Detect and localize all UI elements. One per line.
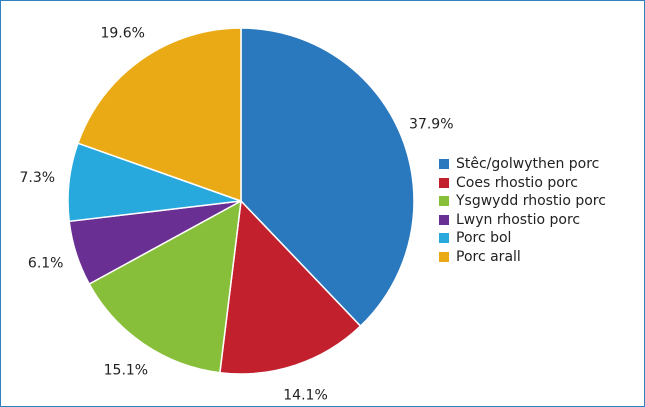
legend-item-1: Coes rhostio porc [439, 174, 606, 193]
legend-label: Coes rhostio porc [456, 174, 578, 191]
slice-percent-label-2: 15.1% [104, 363, 148, 379]
legend-label: Ysgwydd rhostio porc [456, 193, 606, 210]
legend-item-4: Porc bol [439, 229, 606, 248]
legend-label: Porc bol [456, 230, 512, 247]
legend-item-3: Lwyn rhostio porc [439, 211, 606, 230]
legend: Stêc/golwythen porc Coes rhostio porc Ysgw… [439, 155, 606, 266]
legend-swatch [439, 196, 449, 207]
pie-slice-5 [76, 27, 242, 203]
legend-swatch [439, 214, 449, 225]
legend-label: Lwyn rhostio porc [456, 211, 581, 228]
legend-swatch [439, 159, 449, 170]
legend-swatch [439, 177, 449, 188]
pie-slice-1 [219, 199, 362, 375]
legend-label: Stêc/golwythen porc [456, 156, 600, 173]
slice-percent-label-5: 19.6% [100, 26, 144, 42]
legend-item-2: Ysgwydd rhostio porc [439, 192, 606, 211]
pie-slice-2 [88, 199, 242, 374]
pie-slice-0 [240, 27, 415, 328]
slice-percent-label-4: 7.3% [19, 170, 55, 186]
slice-percent-label-3: 6.1% [28, 255, 64, 271]
slice-percent-label-1: 14.1% [283, 388, 327, 404]
legend-swatch [439, 251, 449, 262]
legend-item-5: Porc arall [439, 248, 606, 267]
legend-label: Porc arall [456, 248, 521, 265]
legend-swatch [439, 233, 449, 244]
slice-percent-label-0: 37.9% [409, 117, 453, 133]
legend-item-0: Stêc/golwythen porc [439, 155, 606, 174]
